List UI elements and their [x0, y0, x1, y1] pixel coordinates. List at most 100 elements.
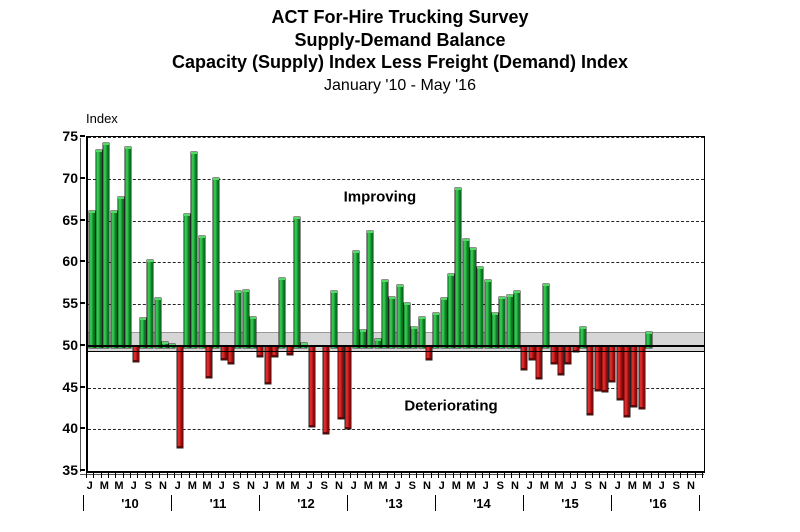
- month-label-12-J: J: [262, 480, 269, 492]
- bar-13-m10: [418, 316, 425, 348]
- month-label-14-M: M: [451, 480, 461, 492]
- axis-3d-wall-bottom: [80, 474, 704, 475]
- bar-16-m3: [631, 345, 638, 408]
- year-separator: [523, 495, 524, 511]
- month-label-12-S: S: [320, 480, 328, 492]
- chart-title-line-2: Supply-Demand Balance: [294, 29, 506, 50]
- x-month-tick: [313, 472, 315, 478]
- x-month-tick: [394, 472, 395, 478]
- deteriorating-label: Deteriorating: [404, 397, 498, 415]
- x-month-tick: [137, 472, 139, 478]
- bar-13-m4: [374, 339, 381, 348]
- month-label-13-M: M: [378, 480, 388, 492]
- x-month-tick: [496, 472, 498, 478]
- bar-12-m5: [294, 217, 301, 348]
- bar-15-m11: [602, 345, 609, 392]
- year-separator: [171, 495, 172, 511]
- x-month-tick: [284, 472, 285, 478]
- x-month-tick: [599, 472, 601, 478]
- year-separator: [435, 495, 436, 511]
- y-tick-label-40: 40: [62, 420, 78, 437]
- month-label-16-M: M: [642, 480, 652, 492]
- x-month-tick: [159, 472, 161, 478]
- month-label-14-M: M: [466, 480, 476, 492]
- month-label-11-N: N: [247, 480, 255, 492]
- bar-16-m4: [638, 345, 645, 409]
- grid-line-70: [88, 178, 704, 180]
- x-month-tick: [540, 472, 542, 478]
- bar-11-m3: [191, 152, 198, 348]
- x-month-tick: [298, 472, 300, 478]
- bar-14-m6: [477, 267, 484, 348]
- bar-12-m9: [323, 345, 330, 434]
- year-label-12: '12: [297, 496, 315, 511]
- bar-15-m3: [543, 283, 550, 348]
- baseline-50-line: [88, 344, 704, 347]
- year-separator: [611, 495, 612, 511]
- bar-12-m3: [279, 278, 286, 348]
- month-label-16-J: J: [614, 480, 621, 492]
- month-label-10-M: M: [114, 480, 124, 492]
- bar-13-m6: [389, 297, 396, 348]
- x-month-tick: [386, 472, 388, 478]
- month-label-11-M: M: [202, 480, 212, 492]
- x-month-tick: [621, 472, 623, 478]
- bar-11-m5: [206, 345, 213, 378]
- bar-10-m8: [140, 318, 147, 348]
- x-month-tick: [357, 472, 359, 478]
- month-label-14-S: S: [496, 480, 504, 492]
- grid-line-60: [88, 262, 704, 264]
- x-month-tick: [687, 472, 689, 478]
- x-month-tick: [562, 472, 564, 478]
- year-label-11: '11: [209, 496, 227, 511]
- y-tick-60: [80, 260, 85, 263]
- x-month-tick: [218, 472, 219, 478]
- y-tick-50: [80, 343, 85, 346]
- x-month-tick: [423, 472, 425, 478]
- bar-13-m7: [396, 284, 403, 348]
- y-tick-40: [80, 427, 85, 430]
- bar-14-m5: [470, 248, 477, 348]
- x-month-tick: [643, 472, 645, 478]
- x-month-tick: [518, 472, 520, 478]
- bar-13-m8: [404, 303, 411, 348]
- bar-15-m12: [609, 345, 616, 382]
- bar-13-m2: [360, 329, 367, 348]
- year-label-16: '16: [649, 496, 667, 511]
- x-month-tick: [474, 472, 476, 478]
- x-month-tick: [680, 472, 681, 478]
- bar-15-m6: [565, 345, 572, 364]
- bar-13-m12: [433, 313, 440, 348]
- bar-15-m4: [550, 345, 557, 365]
- bar-10-m2: [96, 150, 103, 348]
- y-tick-label-60: 60: [62, 253, 78, 270]
- bar-10-m1: [88, 211, 95, 348]
- month-label-14-J: J: [482, 480, 489, 492]
- y-tick-75: [80, 135, 85, 137]
- bar-12-m11: [338, 345, 345, 419]
- bar-14-m2: [448, 273, 455, 348]
- x-month-tick: [482, 472, 483, 478]
- month-label-15-M: M: [554, 480, 564, 492]
- bar-10-m9: [147, 259, 154, 348]
- axis-3d-wall-left: [80, 138, 81, 472]
- zero-band: [88, 332, 704, 352]
- x-month-tick: [577, 472, 579, 478]
- month-label-10-M: M: [99, 480, 109, 492]
- x-month-tick: [350, 472, 351, 478]
- y-tick-35: [80, 469, 85, 471]
- month-label-13-J: J: [350, 480, 357, 492]
- month-label-10-J: J: [86, 480, 93, 492]
- year-separator: [83, 495, 84, 511]
- bar-11-m6: [213, 177, 220, 348]
- grid-line-65: [88, 220, 704, 222]
- chart-title-line-3: Capacity (Supply) Index Less Freight (De…: [171, 52, 629, 72]
- bar-11-m10: [242, 289, 249, 348]
- year-separator: [259, 495, 260, 511]
- y-tick-label-50: 50: [62, 336, 78, 353]
- x-month-tick: [694, 472, 696, 478]
- x-month-tick: [269, 472, 271, 478]
- y-tick-label-35: 35: [62, 462, 78, 478]
- month-label-16-J: J: [658, 480, 665, 492]
